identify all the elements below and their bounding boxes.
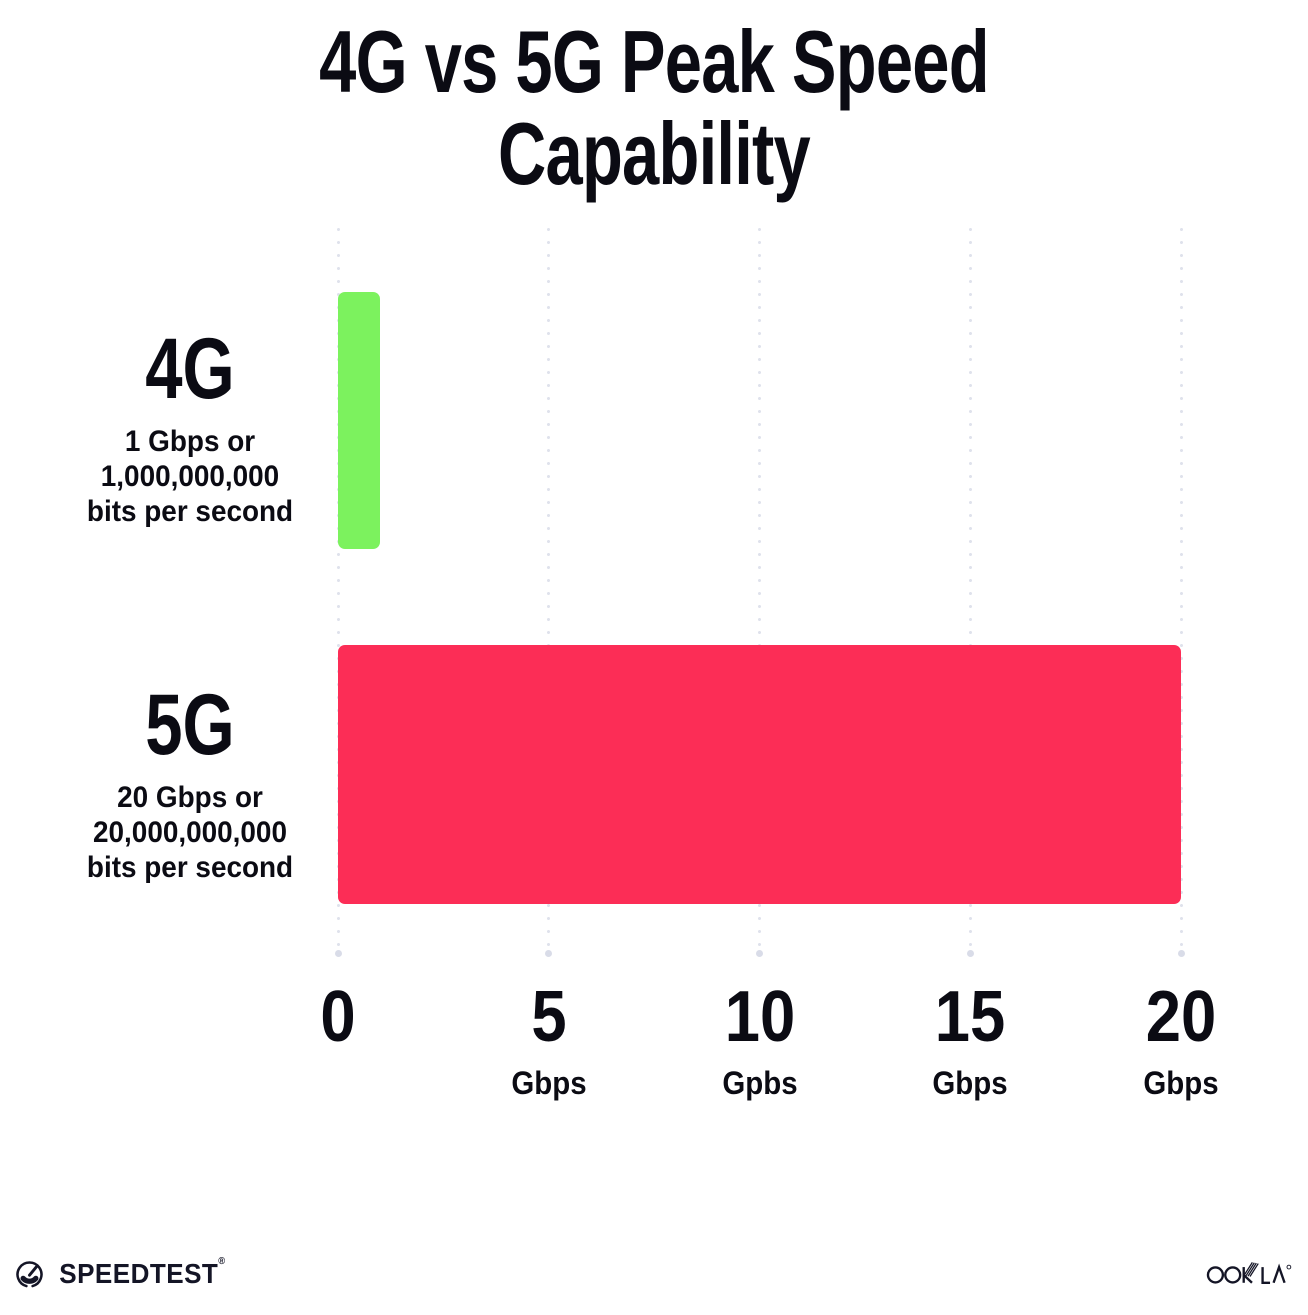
gridline-10: [756, 223, 763, 957]
plot-area: 0 5 Gbps 10 Gpbs 15 Gbps 20 Gbps: [320, 223, 1219, 1099]
gridline-0: [334, 223, 342, 957]
ookla-letter-o1: [1206, 1266, 1225, 1284]
row-label-4g-desc-line-2: 1,000,000,000: [100, 460, 280, 493]
row-label-4g: 4G 1 Gbps or 1,000,000,000 bits per seco…: [30, 326, 350, 529]
speedtest-gauge-icon: [14, 1259, 45, 1290]
row-label-5g: 5G 20 Gbps or 20,000,000,000 bits per se…: [30, 682, 350, 885]
ookla-trademark-symbol: [1286, 1264, 1292, 1270]
x-tick-0: 0: [318, 981, 358, 1067]
x-tick-15-value: 15: [935, 977, 1006, 1057]
x-tick-20: 20 Gbps: [1140, 981, 1222, 1099]
speedtest-logo: SPEEDTEST®: [14, 1256, 232, 1290]
row-label-4g-name: 4G: [145, 321, 235, 417]
x-tick-5-value: 5: [531, 977, 567, 1057]
row-label-4g-description: 1 Gbps or 1,000,000,000 bits per second: [41, 424, 339, 529]
speedtest-trademark: ®: [218, 1256, 226, 1267]
ookla-letter-a: [1272, 1263, 1286, 1284]
row-label-4g-desc-line-1: 1 Gbps or: [124, 425, 256, 458]
x-tick-0-value: 0: [320, 977, 356, 1057]
x-tick-15-unit: Gbps: [932, 1065, 1008, 1101]
row-label-5g-description: 20 Gbps or 20,000,000,000 bits per secon…: [41, 780, 339, 885]
ookla-letter-l: [1261, 1267, 1271, 1284]
ookla-logo: [1206, 1254, 1294, 1293]
row-label-5g-desc-line-3: bits per second: [86, 851, 294, 884]
x-tick-15: 15 Gbps: [929, 981, 1011, 1099]
x-tick-20-value: 20: [1145, 977, 1217, 1057]
x-tick-5: 5 Gbps: [508, 981, 590, 1099]
x-tick-10-unit: Gpbs: [721, 1065, 798, 1101]
bar-4g: [338, 292, 381, 549]
speedtest-wordmark: SPEEDTEST®: [59, 1256, 226, 1289]
x-tick-10: 10 Gpbs: [719, 981, 801, 1099]
x-tick-10-value: 10: [724, 977, 795, 1057]
x-tick-5-unit: Gbps: [511, 1065, 587, 1101]
ookla-letter-o2: [1224, 1266, 1242, 1284]
row-label-4g-desc-line-3: bits per second: [86, 495, 294, 528]
gridline-5: [545, 223, 553, 957]
ookla-letter-k-leg: [1243, 1274, 1253, 1284]
ookla-letter-k-hatch: [1243, 1262, 1259, 1277]
x-tick-20-unit: Gbps: [1143, 1065, 1219, 1101]
gridline-20: [1177, 223, 1185, 957]
gridline-15: [966, 223, 974, 957]
row-label-5g-desc-line-1: 20 Gbps or: [117, 781, 263, 814]
chart-title: 4G vs 5G Peak Speed Capability: [319, 12, 989, 204]
bar-5g: [338, 645, 1181, 904]
row-label-5g-desc-line-2: 20,000,000,000: [93, 816, 287, 849]
row-label-5g-name: 5G: [145, 677, 235, 773]
